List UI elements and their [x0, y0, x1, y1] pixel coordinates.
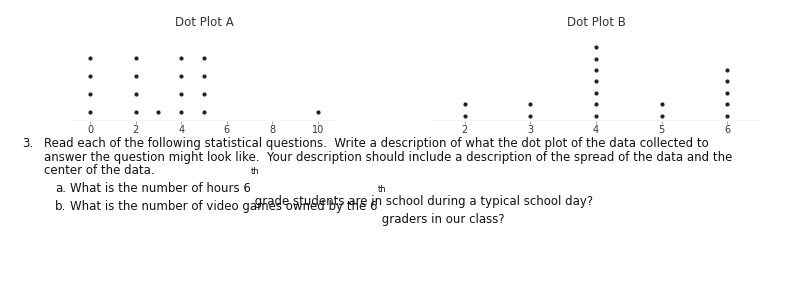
Text: b.: b.	[55, 200, 66, 213]
Text: center of the data.: center of the data.	[44, 165, 154, 178]
Text: What is the number of hours 6   grade students are in school during a typical sc: What is the number of hours 6 grade stud…	[70, 182, 601, 195]
Title: Dot Plot B: Dot Plot B	[566, 16, 626, 29]
Text: th: th	[251, 168, 259, 176]
Text: 3.: 3.	[22, 137, 33, 150]
Text: a.: a.	[55, 182, 66, 195]
Text: graders in our class?: graders in our class?	[378, 213, 504, 226]
Text: What is the number of hours 6: What is the number of hours 6	[70, 182, 251, 195]
Text: What is the number of video games owned by the 6: What is the number of video games owned …	[70, 200, 378, 213]
Text: grade students are in school during a typical school day?: grade students are in school during a ty…	[251, 195, 593, 208]
Text: th: th	[378, 185, 386, 194]
Title: Dot Plot A: Dot Plot A	[174, 16, 234, 29]
Text: Read each of the following statistical questions.  Write a description of what t: Read each of the following statistical q…	[44, 137, 709, 150]
Text: answer the question might look like.  Your description should include a descript: answer the question might look like. You…	[44, 151, 732, 164]
